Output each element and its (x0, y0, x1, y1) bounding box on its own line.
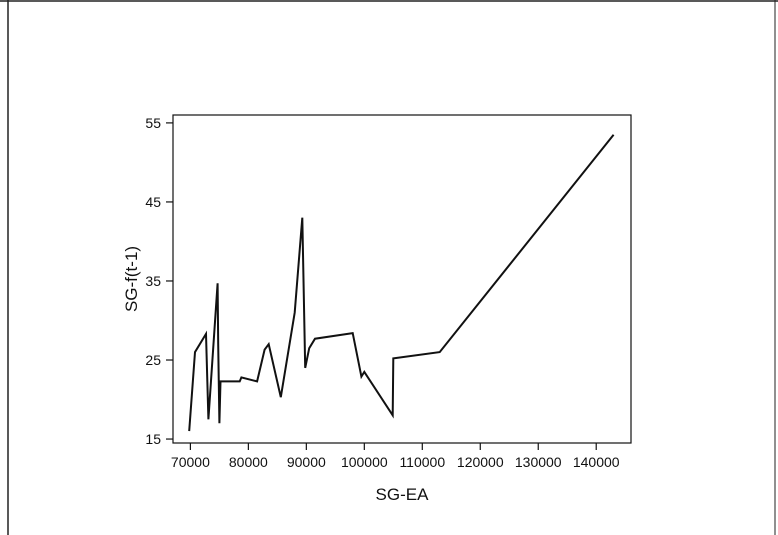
y-tick-label: 45 (145, 194, 161, 210)
y-tick-label: 35 (145, 273, 161, 289)
x-axis: 70000 80000 90000 100000 110000 120000 130000 1… (171, 443, 620, 470)
y-tick-label: 25 (145, 352, 161, 368)
x-tick-label: 110000 (399, 454, 445, 470)
y-tick-label: 15 (145, 431, 161, 447)
x-tick-label: 90000 (287, 454, 326, 470)
series-line (188, 134, 615, 432)
y-axis-title: SG-f(t-1) (122, 246, 141, 312)
y-tick-label: 55 (145, 115, 161, 131)
x-tick-label: 140000 (573, 454, 620, 470)
x-tick-label: 130000 (515, 454, 562, 470)
x-tick-label: 100000 (341, 454, 388, 470)
plot-area-border (172, 114, 632, 444)
x-tick-label: 120000 (457, 454, 504, 470)
x-tick-label: 70000 (171, 454, 210, 470)
x-axis-title: SG-EA (376, 485, 430, 504)
x-tick-label: 80000 (229, 454, 268, 470)
y-axis: 15 25 35 45 55 (145, 115, 173, 447)
